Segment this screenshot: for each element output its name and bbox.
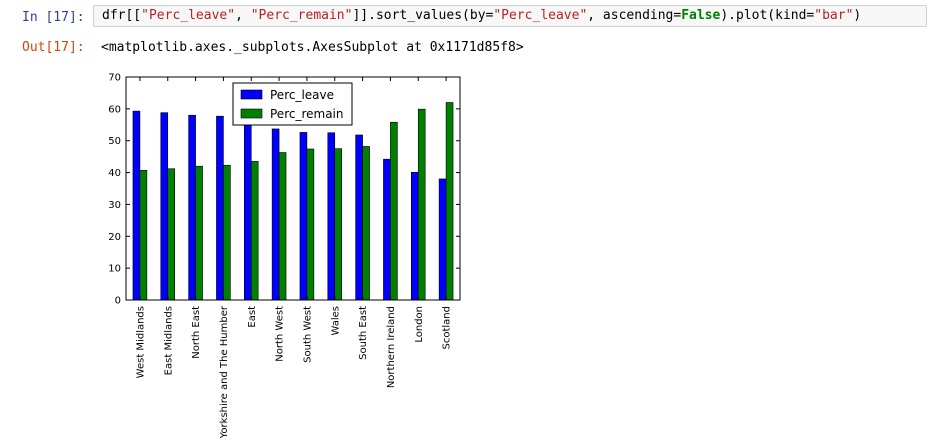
output-prompt: Out[17]: xyxy=(22,40,85,55)
legend-label: Perc_remain xyxy=(270,107,344,121)
legend-swatch xyxy=(240,89,263,100)
bar-perc-remain xyxy=(390,121,398,301)
bar-perc-leave xyxy=(383,158,391,301)
bar-perc-remain xyxy=(334,148,343,301)
bar-perc-remain xyxy=(362,146,370,301)
bar-perc-remain xyxy=(195,165,203,301)
bar-perc-remain xyxy=(250,161,259,301)
code-line[interactable]: dfr[["Perc_leave", "Perc_remain"]].sort_… xyxy=(102,8,861,23)
x-tick-label: North West xyxy=(275,306,286,362)
y-axis: 0 10 20 30 40 50 60 70 xyxy=(108,73,460,307)
code-token: "Perc_leave" xyxy=(141,8,236,23)
code-token: "bar" xyxy=(814,8,854,23)
y-tick-label: 0 xyxy=(115,296,121,307)
bar-perc-leave xyxy=(188,114,196,301)
bar-chart: 0 10 20 30 40 50 60 70 West Midlands East Midlan… xyxy=(108,73,461,439)
bar-perc-leave xyxy=(355,134,363,301)
code-token: ).plot(kind= xyxy=(720,8,815,23)
bar-perc-leave xyxy=(243,119,252,301)
x-axis: West Midlands East Midlands North East York… xyxy=(135,77,453,439)
legend: Perc_leave Perc_remain xyxy=(232,82,353,126)
bars xyxy=(132,102,454,301)
x-tick-label: North East xyxy=(191,306,202,359)
bar-perc-remain xyxy=(223,164,231,301)
bar-perc-leave xyxy=(438,178,447,301)
y-tick-label: 40 xyxy=(108,168,121,179)
bar-perc-leave xyxy=(271,128,280,301)
bar-perc-remain xyxy=(445,102,454,301)
bar-perc-remain xyxy=(417,108,426,301)
bar-perc-remain xyxy=(139,170,148,301)
legend-label: Perc_leave xyxy=(270,88,334,102)
code-token: dfr[[ xyxy=(102,8,142,23)
x-tick-label: West Midlands xyxy=(135,306,146,378)
code-token: False xyxy=(681,8,721,23)
code-token: "Perc_remain" xyxy=(250,8,353,23)
x-tick-label: Scotland xyxy=(442,306,453,349)
chart-container: 0 10 20 30 40 50 60 70 West Midlands East Midlan… xyxy=(90,66,490,442)
input-prompt: In [17]: xyxy=(22,10,85,25)
x-tick-label: Northern Ireland xyxy=(386,306,397,388)
code-token: "Perc_leave" xyxy=(493,8,588,23)
x-tick-label: South West xyxy=(302,306,313,363)
bar-perc-leave xyxy=(160,112,169,301)
bar-perc-leave xyxy=(299,132,308,301)
bar-perc-leave xyxy=(132,110,141,301)
legend-swatch xyxy=(240,108,263,119)
x-tick-label: East Midlands xyxy=(163,306,174,375)
x-tick-label: South East xyxy=(358,306,369,360)
y-tick-label: 10 xyxy=(108,264,121,275)
code-token: ) xyxy=(853,8,862,23)
y-tick-label: 70 xyxy=(108,73,121,84)
code-token: , ascending= xyxy=(587,8,682,23)
code-token: ]].sort_values(by= xyxy=(352,8,494,23)
x-tick-label: London xyxy=(414,306,425,343)
y-tick-label: 20 xyxy=(108,232,121,243)
y-tick-label: 60 xyxy=(108,104,121,115)
bar-perc-leave xyxy=(216,115,224,301)
bar-perc-leave xyxy=(410,171,419,301)
bar-perc-remain xyxy=(278,152,287,301)
output-text: <matplotlib.axes._subplots.AxesSubplot a… xyxy=(101,40,524,55)
code-token: , xyxy=(235,8,251,23)
bar-perc-leave xyxy=(327,132,336,301)
bar-perc-remain xyxy=(306,148,315,301)
x-tick-label: Wales xyxy=(330,306,341,336)
plot-frame xyxy=(125,76,461,301)
y-tick-label: 30 xyxy=(108,200,121,211)
bar-perc-remain xyxy=(167,168,176,301)
x-tick-label: East xyxy=(247,306,258,328)
code-input-area[interactable]: dfr[["Perc_leave", "Perc_remain"]].sort_… xyxy=(93,5,927,27)
y-tick-label: 50 xyxy=(108,136,121,147)
x-tick-label: Yorkshire and The Humber xyxy=(219,305,230,438)
